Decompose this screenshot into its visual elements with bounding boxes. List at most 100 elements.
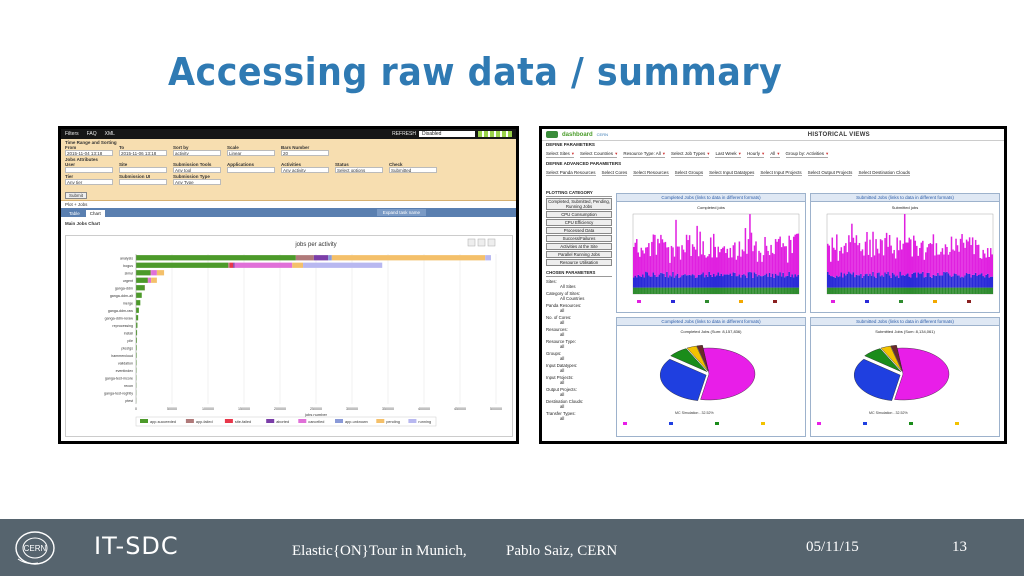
ts-bar: [848, 287, 850, 294]
ts-bar: [676, 273, 679, 288]
submission-type-select[interactable]: Any Type: [173, 179, 221, 185]
bar-segment-cancelled: [151, 270, 157, 276]
ts-bar: [970, 287, 972, 294]
completed-pie-link[interactable]: Completed Jobs (links to data in differe…: [617, 318, 805, 326]
ts-bar: [759, 252, 762, 277]
site-input[interactable]: [119, 167, 167, 173]
plot-category-button[interactable]: Activities at the Site: [546, 243, 612, 250]
plot-category-button[interactable]: CPU Efficiency: [546, 219, 612, 226]
ts-bar: [651, 276, 653, 288]
ts-bar: [716, 275, 718, 288]
from-input[interactable]: 2015-11-04 13:18: [65, 150, 113, 156]
category-label: analysis: [120, 256, 133, 260]
tier-select[interactable]: Any tier: [65, 179, 113, 185]
refresh-select[interactable]: Disabled: [419, 131, 475, 137]
scale-select[interactable]: Linear: [227, 150, 275, 156]
chart-title: jobs per activity: [294, 242, 336, 248]
param-select-6[interactable]: All ▾: [770, 150, 780, 158]
plot-category-button[interactable]: Resource Utilisation: [546, 259, 612, 266]
ts-bar: [879, 276, 882, 288]
adv-param-select-0[interactable]: Select Panda Resources: [546, 170, 596, 176]
ts-bar: [831, 237, 834, 277]
cern-label: CERN: [596, 132, 609, 137]
ts-bar: [670, 287, 673, 294]
adv-param-select-7[interactable]: Select Destination Clouds: [858, 170, 910, 176]
adv-param-select-2[interactable]: Select Resources: [633, 170, 669, 176]
ts-bar: [929, 242, 932, 277]
adv-param-select-5[interactable]: Select Input Projects: [760, 170, 802, 176]
ts-bar: [857, 245, 859, 276]
faq-menu[interactable]: FAQ: [86, 131, 97, 137]
bars-number-input[interactable]: 20: [281, 150, 329, 156]
bar-segment-app-succeeded: [136, 322, 138, 328]
ts-bar: [649, 276, 652, 288]
ts-bar: [682, 274, 685, 288]
param-select-7[interactable]: Group by: Activities ▾: [785, 150, 829, 158]
ts-bar: [738, 274, 741, 288]
submission-tools-select[interactable]: Any tool: [173, 167, 221, 173]
ts-bar: [700, 254, 703, 275]
ts-bar: [714, 287, 716, 294]
ts-bar: [777, 238, 780, 276]
tab-chart[interactable]: Chart: [85, 210, 105, 217]
submission-ui-input[interactable]: [119, 179, 167, 185]
ts-bar: [774, 273, 777, 288]
ts-bar: [675, 275, 677, 288]
chart-tool-a-icon[interactable]: [467, 238, 476, 247]
ts-bar: [964, 275, 966, 288]
ts-bar: [637, 274, 640, 288]
chevron-down-icon: ▾: [707, 150, 710, 156]
ts-bar: [949, 275, 951, 288]
param-select-5[interactable]: Hourly ▾: [746, 150, 765, 158]
completed-jobs-link[interactable]: Completed Jobs (links to data in differe…: [617, 194, 805, 202]
param-select-3[interactable]: Select Job Types ▾: [671, 150, 710, 158]
adv-param-select-1[interactable]: Select Cores: [601, 170, 628, 176]
param-select-2[interactable]: Resource Type: All ▾: [623, 150, 666, 158]
xml-menu[interactable]: XML: [104, 131, 115, 137]
param-select-0[interactable]: Select Sites ▾: [546, 150, 575, 158]
adv-param-select-4[interactable]: Select Input Datatypes: [709, 170, 755, 176]
ts-bar: [953, 250, 956, 274]
submitted-pie-link[interactable]: Submitted Jobs (links to data in differe…: [811, 318, 999, 326]
ts-bar: [897, 287, 900, 294]
ts-bar: [780, 247, 783, 277]
ts-bar: [697, 287, 700, 294]
sort-by-select[interactable]: activity: [173, 150, 221, 156]
chosen-param-key: Resource Type:: [546, 339, 577, 344]
check-select[interactable]: Submitted: [389, 167, 437, 173]
plot-category-button[interactable]: Completed, Submitted, Pending, Running J…: [546, 198, 612, 210]
filters-menu[interactable]: Filters: [65, 131, 79, 137]
tab-table[interactable]: Table: [69, 211, 80, 216]
plot-category-button[interactable]: Success/Failures: [546, 235, 612, 242]
plot-category-button[interactable]: CPU Consumption: [546, 211, 612, 218]
chart-tool-c-icon[interactable]: [487, 238, 496, 247]
ts-bar: [740, 287, 742, 294]
plot-category-button[interactable]: Processed Data: [546, 227, 612, 234]
chart-tool-b-icon[interactable]: [477, 238, 486, 247]
user-input[interactable]: [65, 167, 113, 173]
expand-task-name-button[interactable]: Expand task name: [376, 209, 426, 216]
ts-bar: [861, 249, 864, 278]
to-input[interactable]: 2015-11-06 13:18: [119, 150, 167, 156]
chosen-parameters-heading: CHOSEN PARAMETERS: [546, 269, 612, 277]
ts-bar: [761, 276, 763, 288]
ts-bar: [988, 277, 990, 288]
pie-legend-swatch: [909, 422, 913, 425]
plot-category-button[interactable]: Parallel Running Jobs: [546, 251, 612, 258]
status-select[interactable]: Select options: [335, 167, 383, 173]
chosen-param-value: all: [560, 404, 565, 409]
ts-bar: [944, 272, 947, 288]
param-select-1[interactable]: Select Countries ▾: [580, 150, 618, 158]
submit-button[interactable]: Submit: [65, 192, 88, 199]
adv-param-select-6[interactable]: Select Output Projects: [807, 170, 853, 176]
activities-select[interactable]: Any activity: [281, 167, 329, 173]
param-select-4[interactable]: Last Week ▾: [715, 150, 741, 158]
ts-bar: [648, 287, 650, 294]
adv-param-select-3[interactable]: Select Groups: [674, 170, 704, 176]
dashboard-topbar: Filters FAQ XML REFRESH Disabled: [61, 129, 516, 139]
ts-bar: [834, 287, 837, 294]
applications-input[interactable]: [227, 167, 275, 173]
ts-legend-swatch: [773, 300, 777, 303]
submitted-jobs-link[interactable]: Submitted Jobs (links to data in differe…: [811, 194, 999, 202]
ts-bar: [940, 251, 942, 276]
